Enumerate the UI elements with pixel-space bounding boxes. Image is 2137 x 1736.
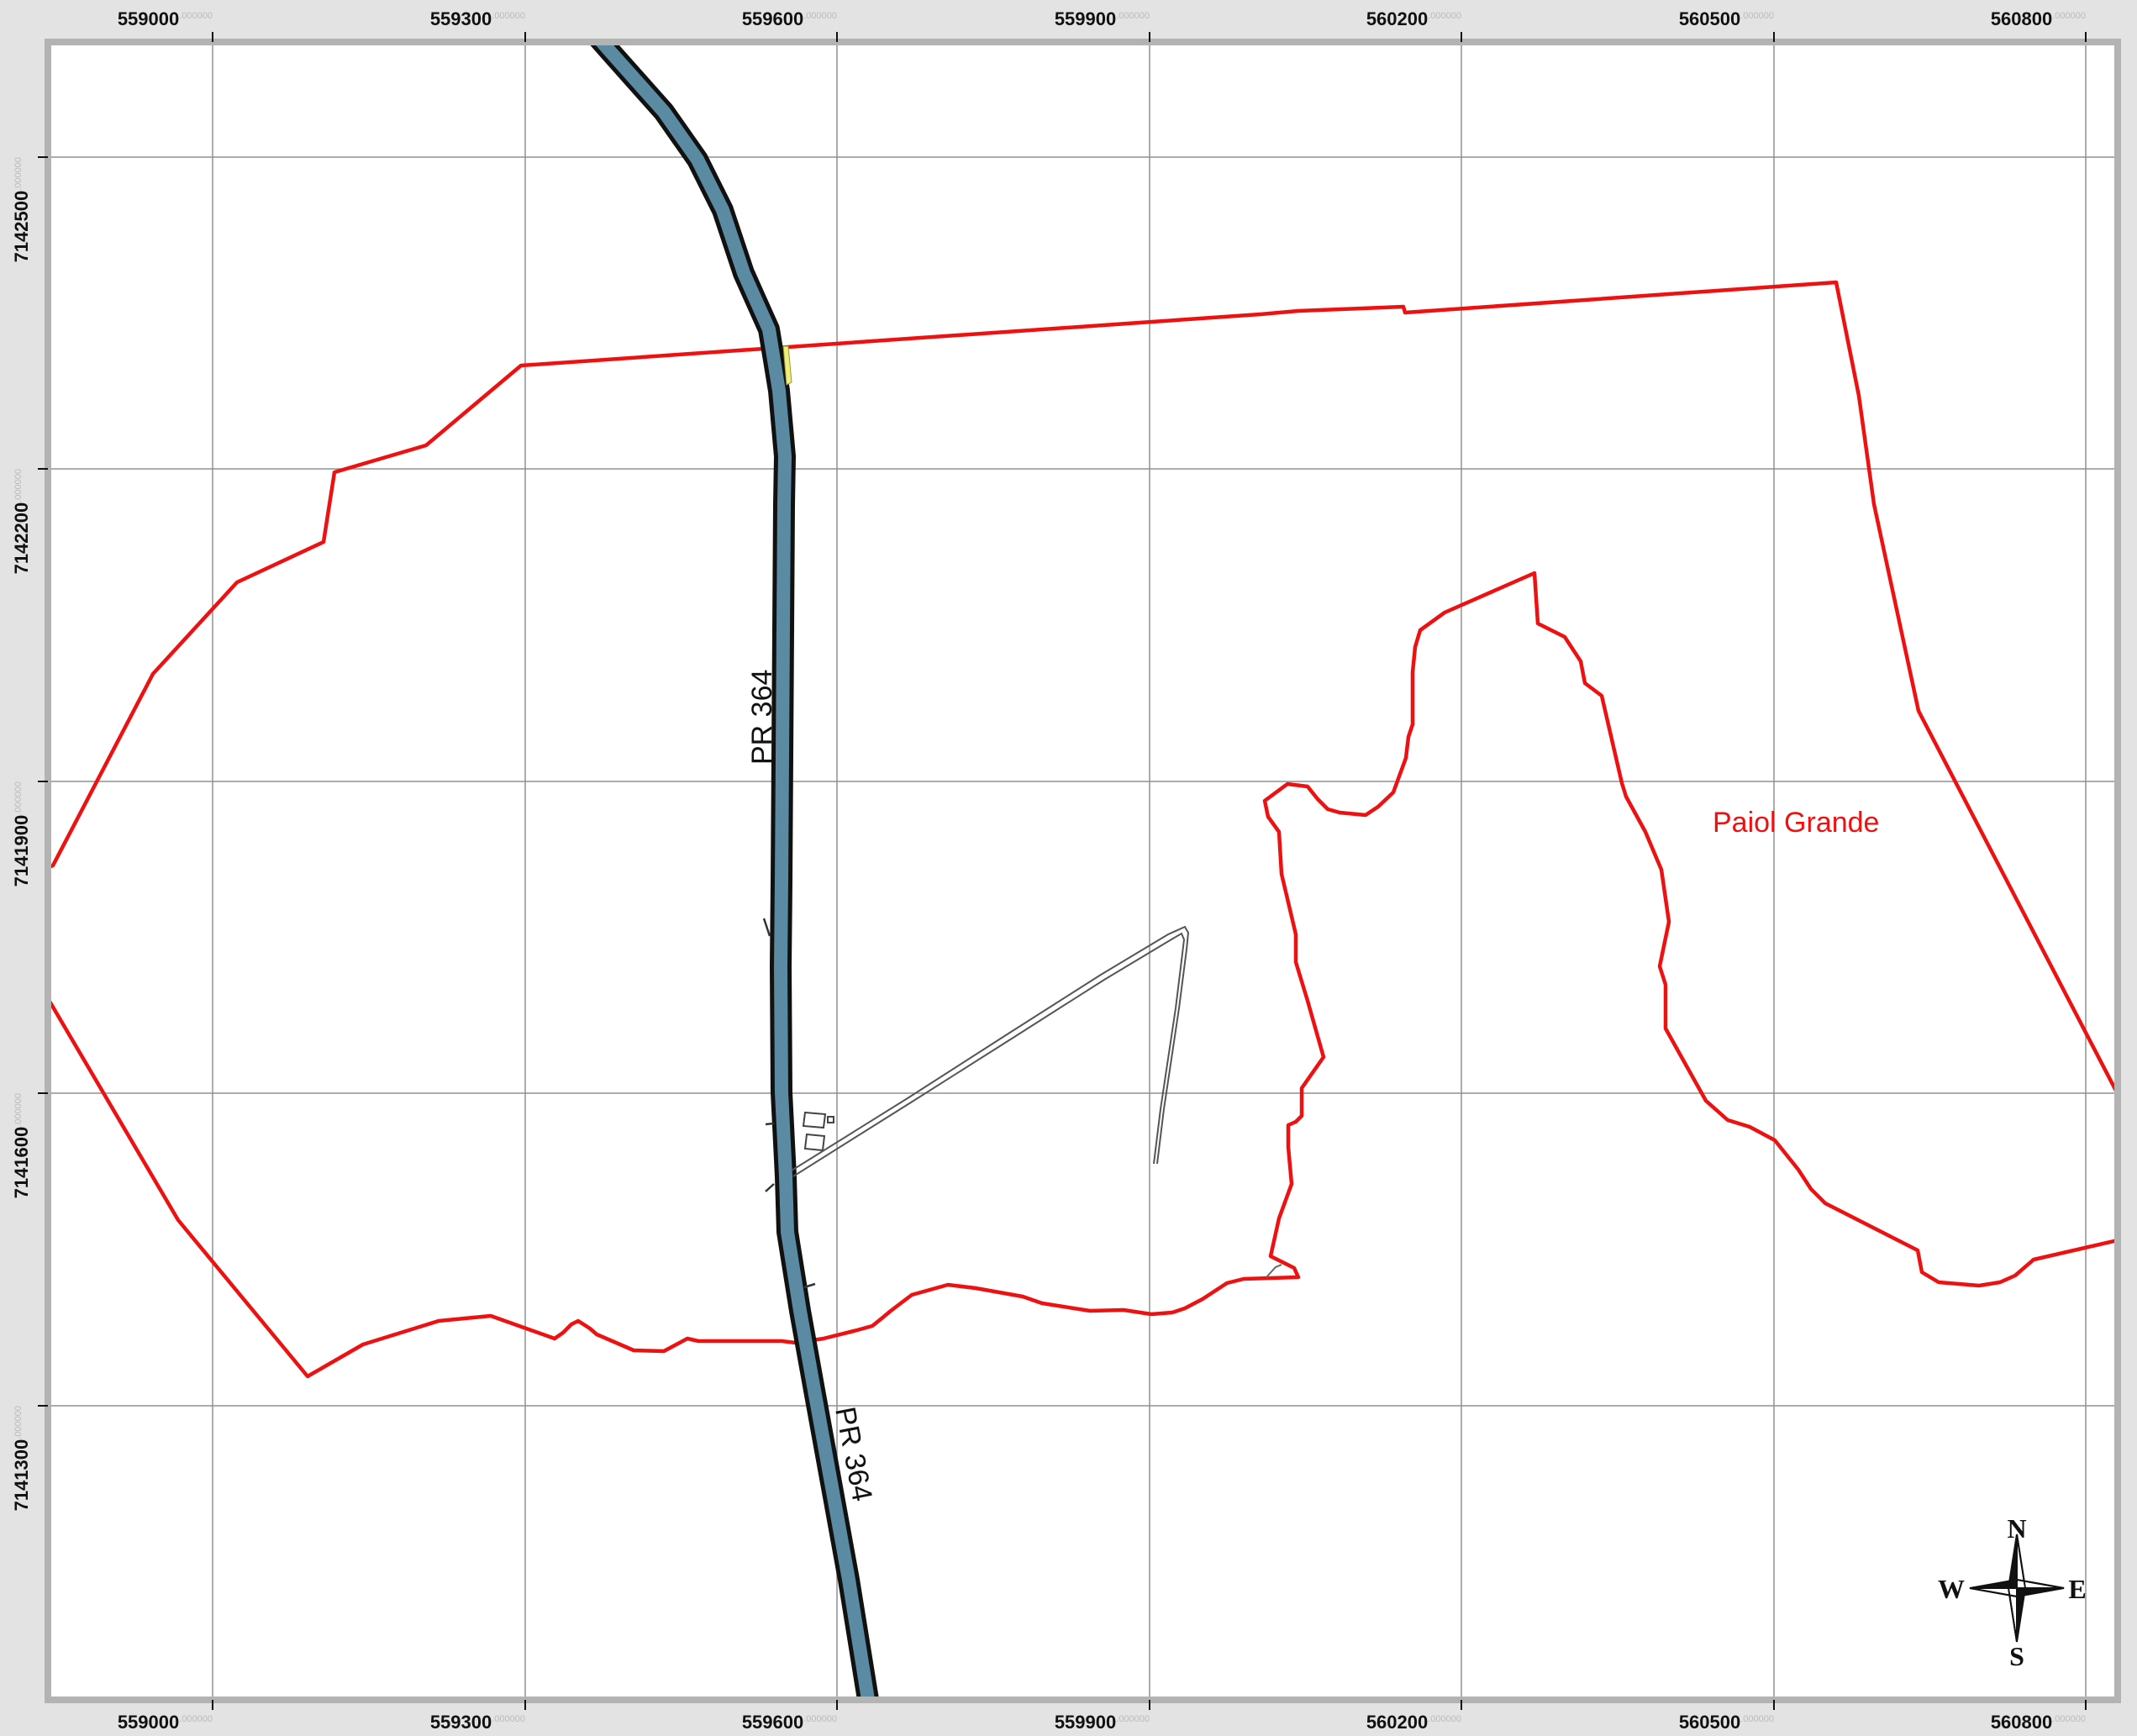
buildings: [802, 1111, 834, 1152]
coord-label-y: 7142500: [11, 191, 32, 263]
coord-label-x: 559900: [1055, 8, 1116, 29]
coord-label-y: 7141900: [11, 815, 32, 887]
svg-text:559900.000000: 559900.000000: [1055, 1712, 1150, 1733]
road-label-north: PR 364: [746, 670, 778, 765]
coord-label-y: 7141300: [11, 1439, 32, 1512]
coord-label-x: 559300: [430, 8, 492, 29]
compass-e: E: [2068, 1574, 2086, 1604]
svg-text:7141300.000000: 7141300.000000: [11, 1406, 32, 1511]
svg-text:559300.000000: 559300.000000: [430, 8, 525, 29]
road-side-stubs: [762, 918, 816, 1289]
coord-label-x: 559000: [118, 8, 179, 29]
coord-labels-left: 7142500.000000 7142200.000000 7141900.00…: [11, 157, 32, 1511]
compass-icon: [1969, 1533, 2065, 1643]
svg-text:560800.000000: 560800.000000: [1991, 1712, 2086, 1733]
svg-text:560800.000000: 560800.000000: [1991, 8, 2086, 29]
compass-w: W: [1938, 1574, 1965, 1604]
compass-rose: N S W E: [1938, 1513, 2087, 1671]
coord-label-x: 560800: [1991, 8, 2052, 29]
svg-text:559600.000000: 559600.000000: [742, 8, 837, 29]
coord-label-x: 560500: [1679, 1712, 1740, 1733]
svg-text:560200.000000: 560200.000000: [1366, 1712, 1461, 1733]
svg-text:559900.000000: 559900.000000: [1055, 8, 1150, 29]
svg-text:560500.000000: 560500.000000: [1679, 8, 1774, 29]
coord-label-x: 560500: [1679, 8, 1740, 29]
coord-labels-bottom: 559000.000000 559300.000000 559600.00000…: [118, 1712, 2086, 1733]
coord-label-x: 559300: [430, 1712, 492, 1733]
coord-label-x: 559600: [742, 1712, 803, 1733]
svg-text:559300.000000: 559300.000000: [430, 1712, 525, 1733]
area-label-paiol-grande: Paiol Grande: [1713, 807, 1879, 839]
svg-text:7141900.000000: 7141900.000000: [11, 781, 32, 886]
secondary-path: [791, 925, 1190, 1177]
svg-text:559000.000000: 559000.000000: [118, 1712, 213, 1733]
coord-label-y: 7141600: [11, 1127, 32, 1199]
coord-label-x: 560200: [1366, 8, 1428, 29]
boundary-polygon: [51, 280, 2114, 1379]
compass-n: N: [2007, 1513, 2026, 1544]
svg-text:7141600.000000: 7141600.000000: [11, 1093, 32, 1198]
coord-labels-top: 559000.000000 559300.000000 559600.00000…: [118, 8, 2086, 29]
svg-text:559600.000000: 559600.000000: [742, 1712, 837, 1733]
coord-label-x: 559000: [118, 1712, 179, 1733]
road-pr-364-fill: [596, 45, 875, 1697]
area-sliver: [782, 345, 792, 386]
coord-label-x: 560200: [1366, 1712, 1428, 1733]
svg-text:7142200.000000: 7142200.000000: [11, 469, 32, 574]
svg-text:560500.000000: 560500.000000: [1679, 1712, 1774, 1733]
map-frame: [45, 39, 2121, 1703]
svg-text:560200.000000: 560200.000000: [1366, 8, 1461, 29]
coord-label-x: 560800: [1991, 1712, 2052, 1733]
coord-label-x: 559600: [742, 8, 803, 29]
svg-text:559000.000000: 559000.000000: [118, 8, 213, 29]
coord-label-x: 559900: [1055, 1712, 1116, 1733]
boundary-spur: [1266, 1264, 1282, 1278]
grid-lines-horizontal: [51, 156, 2114, 1407]
frame-ticks: [38, 32, 2087, 1710]
svg-text:7142500.000000: 7142500.000000: [11, 157, 32, 262]
compass-s: S: [2009, 1641, 2024, 1671]
coord-label-y: 7142200: [11, 502, 32, 575]
